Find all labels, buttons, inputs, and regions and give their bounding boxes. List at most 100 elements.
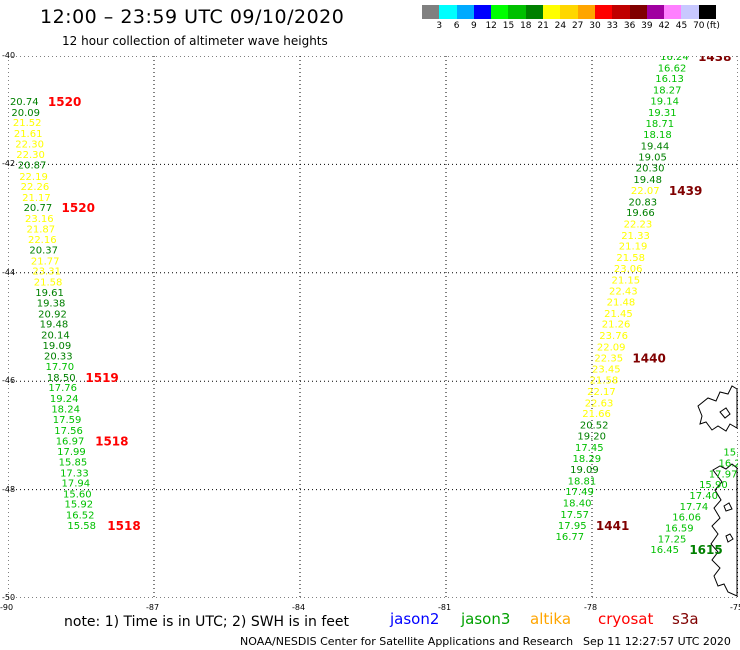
legend-swatch [664, 5, 682, 19]
legend-swatch [698, 5, 717, 19]
wave-height-reading: 17.49 [565, 487, 594, 498]
wave-height-reading: 21.77 [31, 256, 60, 267]
legend-label: 45 [675, 21, 688, 31]
wave-height-reading: 19.44 [641, 141, 670, 152]
wave-height-reading: 19.61 [35, 288, 64, 299]
wave-height-reading: 17.99 [57, 447, 86, 458]
pass-time-label: 1439 [669, 184, 702, 198]
wave-height-reading: 18.71 [646, 119, 675, 130]
wave-height-reading: 21.17 [22, 193, 51, 204]
legend-label: 21 [537, 21, 549, 31]
wave-height-reading: 21.33 [621, 231, 650, 242]
wave-height-reading: 17.70 [45, 362, 74, 373]
wave-height-reading: 21.26 [602, 320, 631, 331]
wave-height-reading: 23.45 [592, 365, 621, 376]
wave-height-reading: 17.45 [575, 443, 604, 454]
wave-height-reading: 16.06 [672, 513, 701, 524]
legend-label: 6 [453, 21, 460, 31]
wave-height-reading: 23.31 [32, 267, 61, 278]
wave-height-reading: 17.76 [48, 383, 77, 394]
wave-height-reading: 16.62 [658, 63, 687, 74]
wave-height-reading: 22.23 [624, 219, 653, 230]
wave-height-reading: 17.57 [560, 510, 589, 521]
wave-height-reading: 16.13 [655, 74, 684, 85]
wave-height-reading: 16.97 [56, 436, 85, 447]
wave-height-reading: 22.30 [15, 139, 44, 150]
legend-label: 36 [623, 21, 636, 31]
wave-height-reading: 19.24 [50, 394, 79, 405]
pass-time-label: 1518 [107, 519, 140, 533]
wave-height-reading: 18.40 [563, 499, 592, 510]
wave-height-reading: 20.87 [18, 160, 47, 171]
legend-swatch [681, 5, 699, 19]
lon-tick-label: -87 [146, 603, 160, 612]
wave-height-reading: 17.56 [54, 426, 83, 437]
wave-height-reading: 22.17 [587, 387, 616, 398]
lat-tick-label: -46 [2, 376, 16, 386]
lat-tick-label: -42 [2, 159, 16, 169]
wave-height-reading: 16.59 [665, 524, 694, 535]
map-title: 12:00 – 23:59 UTC 09/10/2020 [40, 6, 345, 28]
wave-height-reading: 21.45 [604, 309, 633, 320]
legend-label: 15 [502, 21, 515, 31]
legend-swatch [594, 5, 613, 19]
legend-swatch [456, 5, 474, 19]
footnote: note: 1) Time is in UTC; 2) SWH is in fe… [64, 614, 350, 630]
wave-height-reading: 21.48 [607, 298, 636, 309]
wave-height-reading: 19.14 [650, 96, 679, 107]
generated-date: Sep 11 12:27:57 UTC 2020 [583, 635, 731, 648]
track-labels: 20.7420.0921.5221.6122.3022.3020.8722.19… [10, 56, 738, 557]
wave-height-reading: 15.58 [67, 521, 96, 532]
wave-height-reading: 22.43 [609, 287, 638, 298]
wave-height-reading: 20.33 [44, 352, 73, 363]
wave-height-reading: 15.90 [699, 480, 728, 491]
legend-swatch [422, 5, 440, 19]
wave-height-reading: 22.35 [594, 353, 623, 364]
coastline [697, 385, 738, 597]
wave-height-reading: 20.83 [629, 197, 658, 208]
wave-height-reading: 20.14 [41, 331, 70, 342]
wave-height-reading: 18.29 [573, 454, 602, 465]
wave-height-reading: 17.97 [709, 469, 738, 480]
lon-tick-label: -75 [730, 603, 740, 612]
wave-height-reading: 16.52 [66, 511, 95, 522]
wave-height-reading: 22.26 [21, 182, 50, 193]
legend-label: 70 [693, 21, 705, 31]
legend-unit: (ft) [706, 21, 720, 31]
wave-height-reading: 18.18 [643, 130, 672, 141]
legend-color-bar [422, 5, 717, 19]
legend-swatch [577, 5, 595, 19]
wave-height-reading: 21.52 [13, 118, 42, 129]
lat-tick-label: -40 [2, 51, 16, 60]
wave-height-reading: 18.81 [568, 476, 597, 487]
pass-time-label: 1441 [596, 519, 629, 533]
wave-height-reading: 22.30 [16, 150, 45, 161]
wave-height-reading: 18.24 [51, 404, 80, 415]
wave-height-reading: 23.16 [25, 214, 54, 225]
legend-label: 33 [606, 21, 619, 31]
map-grid [8, 56, 738, 598]
lon-tick-label: -90 [0, 603, 14, 612]
wave-height-reading: 16.24 [660, 56, 689, 63]
wave-height-map: 20.7420.0921.5221.6122.3022.3020.8722.19… [8, 56, 738, 598]
pass-time-label: 1520 [48, 95, 81, 109]
wave-height-reading: 21.58 [616, 253, 645, 264]
wave-height-reading: 15.60 [63, 489, 92, 500]
coastline-lower [710, 463, 738, 597]
lon-tick-label: -81 [438, 603, 452, 612]
wave-height-reading: 20.52 [580, 421, 609, 432]
wave-height-reading: 23.76 [599, 331, 628, 342]
satellite-jason2: jason2 [390, 610, 440, 628]
wave-height-reading: 15.85 [59, 457, 88, 468]
wave-height-reading: 19.09 [43, 341, 72, 352]
legend-swatch [612, 5, 630, 19]
pass-time-label: 1518 [95, 434, 128, 448]
wave-height-reading: 19.48 [633, 175, 662, 186]
legend-swatch [629, 5, 647, 19]
wave-height-reading: 16.2 [719, 459, 738, 470]
wave-height-reading: 20.92 [38, 309, 67, 320]
wave-height-reading: 21.19 [619, 242, 648, 253]
map-subtitle: 12 hour collection of altimeter wave hei… [62, 34, 328, 48]
legend-swatch [543, 5, 561, 19]
legend-swatch [646, 5, 665, 19]
